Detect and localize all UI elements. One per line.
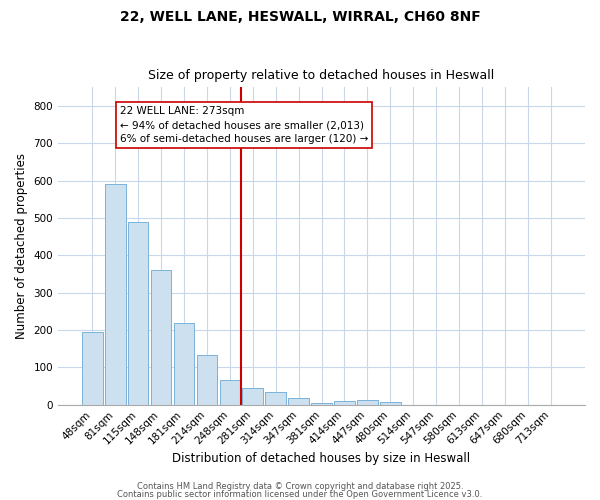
Bar — [265, 392, 286, 404]
Bar — [82, 332, 103, 404]
Text: 22, WELL LANE, HESWALL, WIRRAL, CH60 8NF: 22, WELL LANE, HESWALL, WIRRAL, CH60 8NF — [119, 10, 481, 24]
Bar — [173, 322, 194, 404]
Bar — [357, 400, 377, 404]
Text: Contains HM Land Registry data © Crown copyright and database right 2025.: Contains HM Land Registry data © Crown c… — [137, 482, 463, 491]
Bar — [334, 401, 355, 404]
Title: Size of property relative to detached houses in Heswall: Size of property relative to detached ho… — [148, 69, 494, 82]
Bar — [311, 403, 332, 404]
Bar — [105, 184, 125, 404]
Text: Contains public sector information licensed under the Open Government Licence v3: Contains public sector information licen… — [118, 490, 482, 499]
Y-axis label: Number of detached properties: Number of detached properties — [15, 153, 28, 339]
Text: 22 WELL LANE: 273sqm
← 94% of detached houses are smaller (2,013)
6% of semi-det: 22 WELL LANE: 273sqm ← 94% of detached h… — [120, 106, 368, 144]
Bar — [151, 270, 172, 404]
X-axis label: Distribution of detached houses by size in Heswall: Distribution of detached houses by size … — [172, 452, 470, 465]
Bar — [197, 355, 217, 405]
Bar — [242, 388, 263, 404]
Bar — [380, 402, 401, 404]
Bar — [220, 380, 240, 404]
Bar — [128, 222, 148, 404]
Bar — [288, 398, 309, 404]
